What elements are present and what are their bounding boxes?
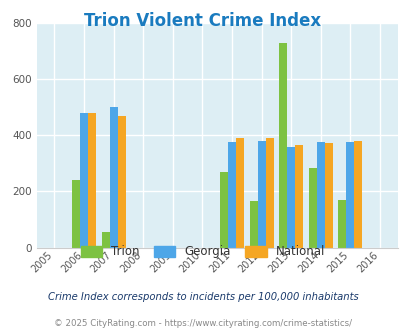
Bar [345, 142, 354, 248]
Bar [235, 138, 243, 248]
Bar [354, 142, 362, 248]
Text: © 2025 CityRating.com - https://www.cityrating.com/crime-statistics/: © 2025 CityRating.com - https://www.city… [54, 319, 351, 328]
Bar [294, 145, 303, 248]
Bar [117, 115, 125, 248]
Bar [287, 147, 294, 248]
Bar [101, 232, 109, 248]
Bar [265, 138, 273, 248]
Bar [249, 201, 257, 248]
Bar [72, 180, 80, 248]
Bar [316, 142, 324, 248]
Bar [308, 168, 316, 248]
Bar [324, 143, 332, 248]
Bar [220, 172, 228, 248]
Bar [228, 142, 235, 248]
Legend: Trion, Georgia, National: Trion, Georgia, National [76, 241, 329, 263]
Bar [80, 113, 88, 248]
Bar [109, 107, 117, 248]
Bar [257, 141, 265, 248]
Bar [88, 114, 96, 248]
Bar [338, 200, 345, 248]
Text: Crime Index corresponds to incidents per 100,000 inhabitants: Crime Index corresponds to incidents per… [47, 292, 358, 302]
Bar [279, 43, 287, 248]
Text: Trion Violent Crime Index: Trion Violent Crime Index [84, 12, 321, 30]
